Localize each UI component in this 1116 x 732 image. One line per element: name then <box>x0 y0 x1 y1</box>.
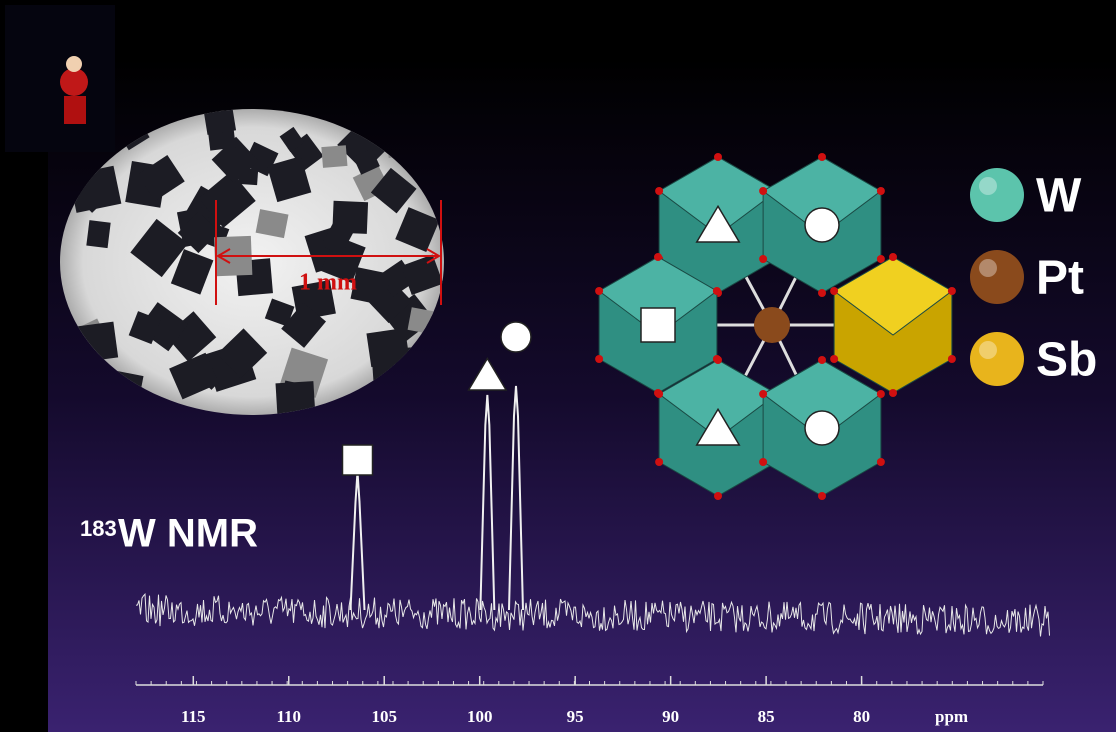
crystal <box>238 168 258 185</box>
legend-sphere <box>970 250 1024 304</box>
x-tick-label: 85 <box>758 707 775 726</box>
x-tick-label: 100 <box>467 707 493 726</box>
oxygen <box>713 287 721 295</box>
symbol-circle <box>805 411 839 445</box>
legend-label: W <box>1036 170 1082 223</box>
oxygen <box>877 390 885 398</box>
crystal <box>86 220 110 248</box>
oxygen <box>818 492 826 500</box>
x-tick-label: 90 <box>662 707 679 726</box>
legend-highlight <box>979 259 997 277</box>
oxygen <box>877 187 885 195</box>
oxygen <box>655 390 663 398</box>
oxygen <box>830 287 838 295</box>
oxygen <box>655 458 663 466</box>
figure: 1 mm W Pt Sb 183 W NMR 115 110 105 100 95 90 85 8… <box>0 0 1116 732</box>
oxygen <box>818 153 826 161</box>
crystal <box>321 145 347 168</box>
legend-sphere <box>970 168 1024 222</box>
oxygen <box>714 492 722 500</box>
oxygen <box>654 253 662 261</box>
isotope: 183 <box>80 516 117 541</box>
scale-label: 1 mm <box>299 270 357 296</box>
legend-sphere <box>970 332 1024 386</box>
icon <box>3 5 115 152</box>
oxygen <box>818 289 826 297</box>
oxygen <box>595 287 603 295</box>
oxygen <box>759 255 767 263</box>
x-tick-label: 80 <box>853 707 870 726</box>
oxygen <box>889 253 897 261</box>
oxygen <box>877 458 885 466</box>
oxygen <box>948 287 956 295</box>
crystal <box>332 201 368 234</box>
oxygen <box>948 355 956 363</box>
legend-label: Pt <box>1036 252 1084 305</box>
oxygen <box>889 389 897 397</box>
pt-atom <box>754 307 790 343</box>
symbol-square <box>641 308 675 342</box>
x-tick-label: 110 <box>276 707 301 726</box>
page: 1 mm W Pt Sb 183 W NMR 115 110 105 100 95 90 85 8… <box>0 0 1116 732</box>
x-tick-label: 95 <box>567 707 584 726</box>
x-unit: ppm <box>935 707 968 726</box>
legend-highlight <box>979 341 997 359</box>
oxygen <box>830 355 838 363</box>
legend-highlight <box>979 177 997 195</box>
symbol-circle <box>501 322 531 352</box>
spectrum-title: W NMR <box>118 512 258 556</box>
oxygen <box>759 390 767 398</box>
oxygen <box>818 356 826 364</box>
oxygen <box>714 356 722 364</box>
legend-label: Sb <box>1036 334 1097 387</box>
x-tick-label: 115 <box>181 707 206 726</box>
symbol-square <box>342 445 372 475</box>
oxygen <box>655 187 663 195</box>
oxygen <box>759 187 767 195</box>
oxygen <box>595 355 603 363</box>
oxygen <box>714 153 722 161</box>
oxygen <box>759 458 767 466</box>
x-tick-label: 105 <box>371 707 397 726</box>
symbol-circle <box>805 208 839 242</box>
